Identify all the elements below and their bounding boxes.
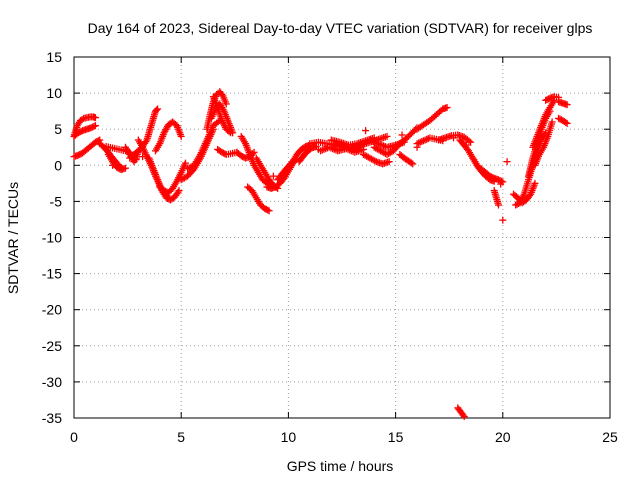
data-point bbox=[413, 143, 421, 151]
data-point bbox=[177, 132, 185, 140]
y-tick-label: -25 bbox=[42, 338, 62, 354]
x-tick-label: 10 bbox=[281, 429, 297, 445]
data-point bbox=[264, 206, 272, 214]
data-point bbox=[109, 161, 117, 169]
y-axis-label: SDTVAR / TECUs bbox=[5, 182, 21, 294]
data-point bbox=[407, 159, 415, 167]
data-point bbox=[153, 106, 161, 114]
data-point bbox=[225, 128, 233, 136]
data-point bbox=[227, 129, 235, 137]
data-point bbox=[531, 179, 539, 187]
data-point bbox=[423, 135, 431, 143]
x-tick-label: 20 bbox=[495, 429, 511, 445]
axes bbox=[73, 56, 611, 419]
x-tick-label: 15 bbox=[388, 429, 404, 445]
x-tick-label: 5 bbox=[177, 429, 185, 445]
data-point bbox=[142, 138, 150, 146]
y-tick-label: -10 bbox=[42, 230, 62, 246]
data-point bbox=[362, 127, 370, 135]
data-point bbox=[78, 115, 86, 123]
axis-tick-labels: 0 5 10 15 20 25 15 10 5 0 -5 -10 -15 -20 -25 -30 -35 bbox=[42, 49, 618, 445]
y-tick-label: 15 bbox=[46, 49, 62, 65]
data-point bbox=[563, 119, 571, 127]
data-point bbox=[269, 172, 277, 180]
data-point bbox=[385, 158, 393, 166]
data-point bbox=[563, 101, 571, 109]
y-tick-label: -35 bbox=[42, 410, 62, 426]
data-point bbox=[443, 104, 451, 112]
data-point bbox=[174, 188, 182, 196]
data-point bbox=[421, 136, 429, 144]
data-point bbox=[503, 158, 511, 166]
data-point bbox=[465, 137, 473, 145]
data-point bbox=[467, 138, 475, 146]
data-point bbox=[91, 114, 99, 122]
chart-title: Day 164 of 2023, Sidereal Day-to-day VTE… bbox=[88, 20, 593, 36]
data-point bbox=[449, 134, 457, 142]
y-tick-label: 10 bbox=[46, 85, 62, 101]
data-point bbox=[548, 118, 556, 126]
data-point bbox=[139, 153, 147, 161]
data-point bbox=[383, 132, 391, 140]
x-axis-label: GPS time / hours bbox=[287, 458, 394, 474]
y-tick-label: 5 bbox=[54, 121, 62, 137]
x-tick-label: 25 bbox=[602, 429, 618, 445]
data-point bbox=[398, 131, 406, 139]
data-series bbox=[70, 88, 571, 421]
x-tick-label: 0 bbox=[70, 429, 78, 445]
data-point bbox=[409, 160, 417, 168]
grid-lines bbox=[74, 57, 610, 418]
data-point bbox=[314, 145, 322, 153]
data-point bbox=[462, 141, 470, 149]
y-tick-label: 0 bbox=[54, 157, 62, 173]
data-point bbox=[222, 100, 230, 108]
data-point bbox=[175, 187, 183, 195]
data-point bbox=[499, 216, 507, 224]
y-tick-label: -20 bbox=[42, 302, 62, 318]
data-point bbox=[181, 159, 189, 167]
data-point bbox=[460, 413, 468, 421]
data-point bbox=[415, 139, 423, 147]
data-point bbox=[495, 201, 503, 209]
data-point bbox=[121, 164, 129, 172]
data-point bbox=[265, 207, 273, 215]
data-point bbox=[459, 411, 467, 419]
data-point bbox=[132, 156, 140, 164]
y-tick-label: -15 bbox=[42, 266, 62, 282]
y-tick-label: -30 bbox=[42, 374, 62, 390]
data-point bbox=[416, 138, 424, 146]
data-point bbox=[497, 180, 505, 188]
data-point bbox=[91, 122, 99, 130]
data-point bbox=[154, 105, 162, 113]
data-point bbox=[418, 137, 426, 145]
data-point bbox=[419, 137, 427, 145]
data-point bbox=[90, 122, 98, 130]
data-point bbox=[562, 118, 570, 126]
data-point bbox=[371, 157, 379, 165]
data-point bbox=[188, 167, 196, 175]
y-tick-label: -5 bbox=[50, 193, 63, 209]
